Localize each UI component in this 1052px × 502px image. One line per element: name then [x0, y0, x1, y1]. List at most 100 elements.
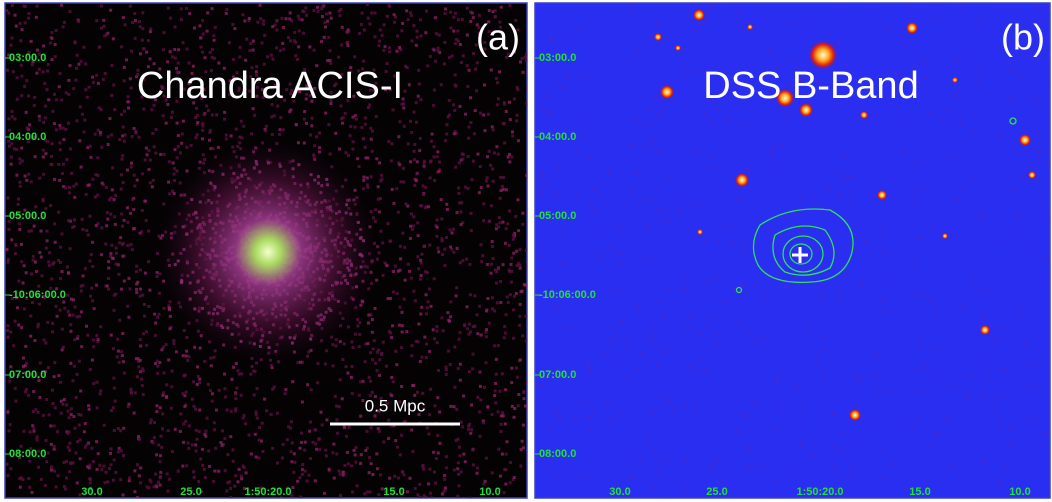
pixel	[933, 434, 936, 437]
pixel	[400, 29, 403, 32]
pixel	[360, 126, 363, 129]
pixel	[472, 463, 475, 466]
pixel	[368, 471, 371, 474]
pixel	[309, 134, 312, 137]
pixel	[52, 261, 55, 264]
pixel	[193, 346, 196, 349]
pixel	[339, 473, 342, 476]
pixel	[139, 52, 142, 55]
pixel	[436, 218, 439, 221]
pixel	[1031, 467, 1034, 470]
pixel	[194, 408, 197, 411]
pixel	[500, 423, 503, 426]
pixel	[40, 274, 43, 277]
pixel	[19, 486, 22, 489]
pixel	[957, 283, 960, 286]
pixel	[610, 179, 613, 182]
y-tick-label: 03:00.0	[539, 52, 576, 64]
pixel	[454, 12, 457, 15]
pixel	[180, 18, 183, 21]
pixel	[287, 36, 290, 39]
pixel	[349, 125, 352, 128]
pixel	[310, 388, 313, 391]
pixel	[639, 459, 642, 462]
pixel	[305, 122, 308, 125]
pixel	[799, 425, 802, 428]
pixel	[996, 132, 999, 135]
pixel	[200, 46, 203, 49]
pixel	[466, 34, 469, 37]
pixel	[155, 485, 158, 488]
pixel	[452, 16, 455, 19]
pixel	[607, 169, 610, 172]
pixel	[520, 448, 523, 451]
pixel	[198, 409, 201, 412]
pixel	[55, 485, 58, 488]
pixel	[372, 347, 375, 350]
pixel	[486, 176, 489, 179]
y-tick-label: 03:00.0	[9, 52, 46, 64]
pixel	[625, 338, 628, 341]
pixel	[114, 194, 117, 197]
pixel	[445, 373, 448, 376]
pixel	[235, 386, 238, 389]
pixel	[54, 406, 57, 409]
pixel	[155, 128, 158, 131]
pixel	[416, 221, 419, 224]
pixel	[16, 98, 19, 101]
pixel	[491, 245, 494, 248]
pixel	[20, 476, 23, 479]
pixel	[406, 490, 409, 493]
pixel	[263, 398, 266, 401]
pixel	[723, 455, 726, 458]
pixel	[420, 204, 423, 207]
pixel	[47, 366, 50, 369]
pixel	[139, 288, 142, 291]
pixel	[141, 39, 144, 42]
pixel	[352, 116, 355, 119]
pixel	[401, 470, 404, 473]
pixel	[462, 395, 465, 398]
pixel	[354, 453, 357, 456]
pixel	[519, 358, 522, 361]
pixel	[425, 356, 428, 359]
pixel	[390, 336, 393, 339]
pixel	[430, 496, 433, 499]
pixel	[540, 190, 543, 193]
pixel	[293, 452, 296, 455]
pixel	[509, 293, 512, 296]
pixel	[138, 438, 141, 441]
pixel	[232, 366, 235, 369]
pixel	[459, 43, 462, 46]
pixel	[89, 295, 92, 298]
pixel	[875, 113, 878, 116]
pixel	[710, 468, 713, 471]
pixel	[629, 476, 632, 479]
pixel	[117, 450, 120, 453]
pixel	[262, 19, 265, 22]
y-tick-label: 04:00.0	[539, 131, 576, 143]
pixel	[467, 155, 470, 158]
pixel	[148, 479, 151, 482]
pixel	[707, 121, 710, 124]
pixel	[110, 334, 113, 337]
pixel	[1022, 76, 1025, 79]
pixel	[123, 372, 126, 375]
pixel	[193, 476, 196, 479]
pixel	[775, 380, 778, 383]
pixel	[77, 413, 80, 416]
pixel	[20, 243, 23, 246]
pixel	[159, 454, 162, 457]
pixel	[491, 296, 494, 299]
pixel	[142, 47, 145, 50]
pixel	[165, 395, 168, 398]
pixel	[300, 441, 303, 444]
pixel	[135, 288, 138, 291]
pixel	[556, 168, 559, 171]
pixel	[112, 83, 115, 86]
pixel	[364, 123, 367, 126]
pixel	[126, 221, 129, 224]
pixel	[306, 355, 309, 358]
pixel	[490, 272, 493, 275]
pixel	[63, 307, 66, 310]
